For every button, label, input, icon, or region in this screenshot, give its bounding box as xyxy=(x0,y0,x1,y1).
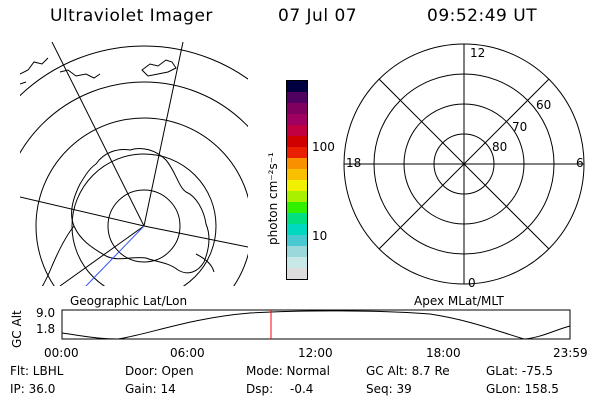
magnetic-polar-plot xyxy=(343,43,585,285)
colorbar-tick-100: 100 xyxy=(312,140,335,154)
observation-date: 07 Jul 07 xyxy=(278,6,358,26)
colorbar-segment xyxy=(287,125,307,136)
altitude-plot-frame xyxy=(61,309,571,340)
info-filter: Flt: LBHL xyxy=(10,364,64,378)
colorbar-segment xyxy=(287,114,307,125)
antarctica-coastline xyxy=(71,147,210,274)
x-tick-2359: 23:59 xyxy=(553,346,588,360)
peninsula-coastline xyxy=(41,225,75,286)
colorbar-unit-label: photon cm⁻²s⁻¹ xyxy=(266,152,280,245)
mlat-label-80: 80 xyxy=(492,140,508,154)
mlt-label-12: 12 xyxy=(470,46,486,60)
magnetic-label: Apex MLat/MLT xyxy=(414,294,504,308)
lat-circle xyxy=(20,45,248,97)
svg-text:photon cm⁻²s⁻¹: photon cm⁻²s⁻¹ xyxy=(266,152,280,245)
colorbar-segment xyxy=(287,268,307,279)
colorbar-segment xyxy=(287,202,307,213)
lat-circle xyxy=(20,81,248,154)
satellite-track xyxy=(85,225,145,286)
meridian xyxy=(59,225,145,286)
lat-circle xyxy=(71,153,217,286)
mlt-label-0: 0 xyxy=(468,276,476,290)
colorbar-segment xyxy=(287,224,307,235)
x-tick-0000: 00:00 xyxy=(44,346,79,360)
colorbar-segment xyxy=(287,158,307,169)
meridian xyxy=(143,42,184,227)
mlt-label-6: 6 xyxy=(576,156,584,170)
landmass-coastline xyxy=(20,57,49,75)
x-tick-0600: 06:00 xyxy=(170,346,205,360)
instrument-title: Ultraviolet Imager xyxy=(50,6,213,26)
island-coastline xyxy=(195,253,215,273)
geographic-label: Geographic Lat/Lon xyxy=(70,294,188,308)
colorbar-segment xyxy=(287,169,307,180)
info-glon: GLon: 158.5 xyxy=(486,382,559,396)
altitude-curve xyxy=(61,310,571,340)
colorbar-segment xyxy=(287,180,307,191)
colorbar-segment xyxy=(287,257,307,268)
meridian xyxy=(20,196,145,227)
colorbar-segment xyxy=(287,246,307,257)
mlat-label-60: 60 xyxy=(536,98,552,112)
colorbar-segment xyxy=(287,147,307,158)
svg-text:GC Alt: GC Alt xyxy=(10,310,24,348)
colorbar-segment xyxy=(287,235,307,246)
info-ip: IP: 36.0 xyxy=(10,382,56,396)
info-dsp-value: -0.4 xyxy=(290,382,314,396)
x-tick-1800: 18:00 xyxy=(426,346,461,360)
mlat-label-70: 70 xyxy=(512,120,528,134)
colorbar-segment xyxy=(287,81,307,92)
lat-circle xyxy=(35,117,248,286)
altitude-y-top: 9.0 xyxy=(36,306,56,320)
info-door: Door: Open xyxy=(125,364,194,378)
altitude-y-bottom: 1.8 xyxy=(36,322,56,336)
altitude-ylabel: GC Alt xyxy=(10,310,24,348)
mlt-line-diagonal xyxy=(378,78,550,250)
landmass-coastline xyxy=(59,69,101,79)
info-glat: GLat: -75.5 xyxy=(486,364,553,378)
meridian xyxy=(143,225,248,248)
meridian xyxy=(51,42,145,227)
info-seq: Seq: 39 xyxy=(366,382,412,396)
mlt-label-18: 18 xyxy=(346,156,362,170)
info-mode: Mode: Normal xyxy=(246,364,330,378)
colorbar-segment xyxy=(287,213,307,224)
colorbar-tick-10: 10 xyxy=(312,229,328,243)
info-gc-alt: GC Alt: 8.7 Re xyxy=(366,364,450,378)
colorbar-segment xyxy=(287,92,307,103)
observation-time: 09:52:49 UT xyxy=(427,6,538,26)
info-dsp-label: Dsp: xyxy=(246,382,274,396)
info-gain: Gain: 14 xyxy=(125,382,176,396)
lat-circle xyxy=(107,189,181,263)
colorbar-segment xyxy=(287,136,307,147)
colorbar-segment xyxy=(287,191,307,202)
colorbar xyxy=(286,80,308,280)
x-tick-1200: 12:00 xyxy=(298,346,333,360)
altitude-plot xyxy=(61,309,571,340)
colorbar-segment xyxy=(287,103,307,114)
landmass-coastline xyxy=(141,59,177,77)
landmass-coastline xyxy=(20,81,27,85)
